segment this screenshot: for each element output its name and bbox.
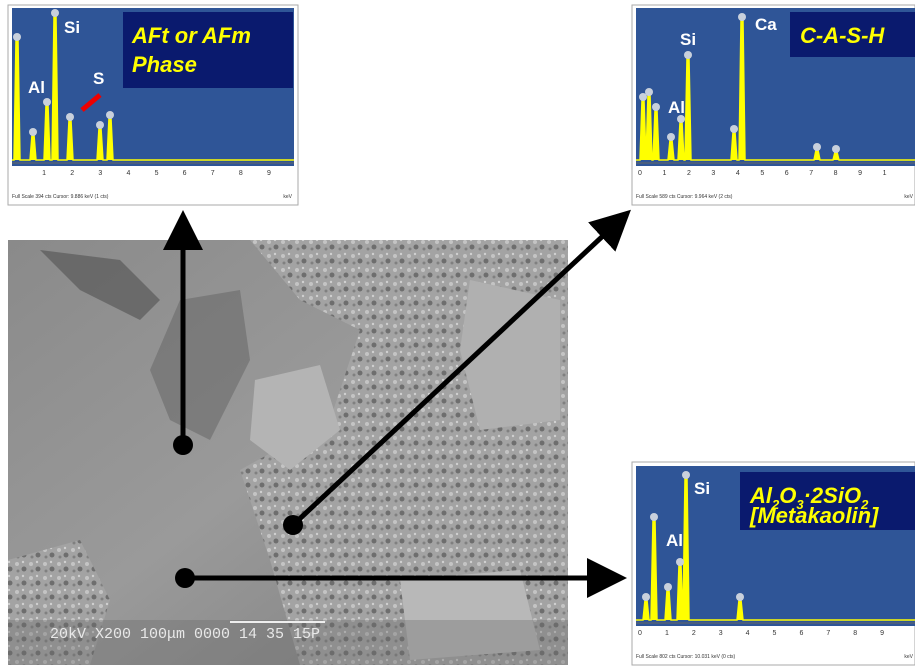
axis-tick-label: 0 — [638, 630, 642, 637]
spectrum-title: C-A-S-H — [800, 23, 885, 48]
peak-marker — [66, 113, 74, 121]
spectrum-footer: Full Scale 589 cts Cursor: 9.964 keV (2 … — [636, 194, 733, 200]
axis-unit: keV — [904, 654, 913, 660]
peak-marker — [645, 88, 653, 96]
axis-tick-label: 9 — [880, 630, 884, 637]
peak-marker — [106, 111, 114, 119]
axis-tick-label: 1 — [665, 630, 669, 637]
axis-tick-label: 5 — [155, 170, 159, 177]
axis-tick-label: 6 — [183, 170, 187, 177]
spectrum-title: Phase — [132, 52, 197, 77]
peak-marker — [738, 13, 746, 21]
peak-marker — [652, 103, 660, 111]
peak-marker — [29, 128, 37, 136]
axis-tick-label: 1 — [883, 170, 887, 177]
peak-marker — [682, 471, 690, 479]
axis-tick-label: 3 — [98, 170, 102, 177]
axis-tick-label: 3 — [711, 170, 715, 177]
axis-tick-label: 0 — [638, 170, 642, 177]
peak-marker — [642, 593, 650, 601]
peak-marker — [51, 9, 59, 17]
axis-tick-label: 1 — [663, 170, 667, 177]
axis-tick-label: 9 — [267, 170, 271, 177]
figure: 20kV X200 100μm 0000 14 35 15P AFt or AF… — [0, 0, 915, 667]
spectrum-panel: AFt or AFm Phase Si Al S 1 2 3 4 5 6 7 8 9 Full S… — [8, 5, 298, 205]
peak-marker — [43, 98, 51, 106]
peak-marker — [677, 115, 685, 123]
peak-marker — [13, 33, 21, 41]
peak-marker — [667, 133, 675, 141]
spectrum-subtitle: [Metakaolin] — [749, 503, 879, 528]
axis-tick-label: 7 — [826, 630, 830, 637]
axis-unit: keV — [904, 194, 913, 200]
element-label: Ca — [755, 15, 777, 34]
axis-tick-label: 5 — [760, 170, 764, 177]
peak-marker — [650, 513, 658, 521]
peak-marker — [736, 593, 744, 601]
spectrum-title: AFt or AFm — [131, 23, 251, 48]
sem-image: 20kV X200 100μm 0000 14 35 15P — [8, 240, 568, 665]
axis-tick-label: 3 — [719, 630, 723, 637]
element-label: Al — [666, 531, 683, 550]
axis-tick-label: 7 — [211, 170, 215, 177]
axis-tick-label: 8 — [834, 170, 838, 177]
axis-tick-label: 6 — [799, 630, 803, 637]
axis-tick-label: 8 — [853, 630, 857, 637]
sem-caption: 20kV X200 100μm 0000 14 35 15P — [50, 626, 320, 643]
axis-tick-label: 1 — [42, 170, 46, 177]
axis-tick-label: 7 — [809, 170, 813, 177]
peak-marker — [676, 558, 684, 566]
element-label: Al — [668, 98, 685, 117]
axis-tick-label: 6 — [785, 170, 789, 177]
axis-tick-label: 2 — [687, 170, 691, 177]
axis-tick-label: 4 — [746, 630, 750, 637]
axis-tick-label: 5 — [773, 630, 777, 637]
axis-tick-label: 9 — [858, 170, 862, 177]
peak-marker — [684, 51, 692, 59]
element-label: Al — [28, 78, 45, 97]
peak-marker — [813, 143, 821, 151]
spectrum-footer: Full Scale 394 cts Cursor: 9.886 keV (1 … — [12, 194, 109, 200]
axis-tick-label: 4 — [126, 170, 130, 177]
spectrum-panel: C-A-S-H Si Ca Al 0 1 2 3 4 5 6 7 8 9 1 Full Scale 5… — [632, 5, 915, 205]
spectrum-footer: Full Scale 802 cts Cursor: 10.031 keV (0… — [636, 654, 736, 660]
peak-marker — [832, 145, 840, 153]
axis-tick-label: 2 — [692, 630, 696, 637]
peak-marker — [96, 121, 104, 129]
element-label: S — [93, 69, 104, 88]
axis-tick-label: 2 — [70, 170, 74, 177]
element-label: Si — [694, 479, 710, 498]
axis-tick-label: 8 — [239, 170, 243, 177]
peak-marker — [730, 125, 738, 133]
element-label: Si — [680, 30, 696, 49]
peak-marker — [664, 583, 672, 591]
axis-tick-label: 4 — [736, 170, 740, 177]
element-label: Si — [64, 18, 80, 37]
axis-unit: keV — [283, 194, 292, 200]
